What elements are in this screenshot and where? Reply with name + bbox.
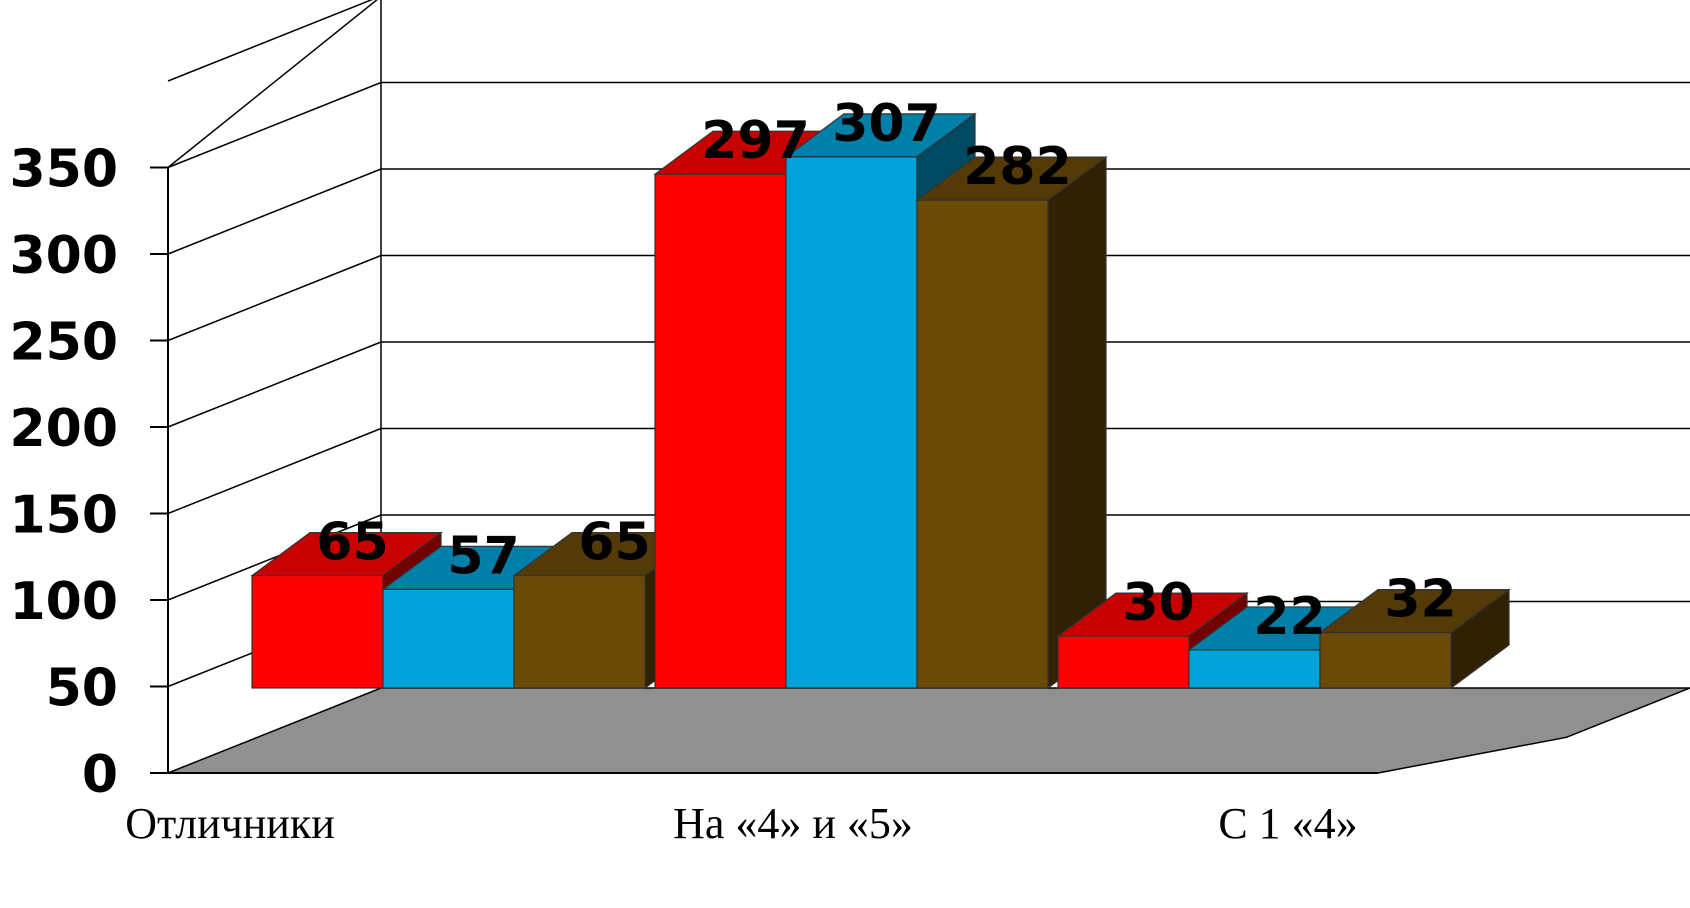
gridline-side (167, 168, 382, 255)
y-axis: 0 50 100 150 200 250 300 350 (9, 140, 169, 805)
bar-front-face (916, 199, 1049, 689)
y-tick-label: 250 (9, 313, 118, 373)
data-label: 297 (701, 111, 810, 171)
bar-front-face (1188, 649, 1321, 689)
y-tick-label: 150 (9, 486, 118, 546)
chart-floor-plane (167, 687, 1690, 774)
gridline-side (167, 254, 382, 342)
y-tick-label: 300 (9, 226, 118, 286)
bar-front-face (1057, 635, 1190, 689)
bar (1318, 588, 1511, 690)
y-tick-label: 50 (46, 659, 118, 719)
x-tick-label: Отличники (125, 799, 335, 848)
data-label: 57 (447, 526, 519, 586)
bar-front-face (513, 574, 646, 689)
bar-front-face (785, 156, 918, 689)
gridline-side (167, 0, 374, 82)
y-tick-label: 350 (9, 140, 118, 200)
y-tick-label: 200 (9, 399, 118, 459)
x-axis: Отличники На «4» и «5» С 1 «4» (125, 799, 1357, 848)
x-tick-label: На «4» и «5» (673, 799, 913, 848)
data-label: 22 (1253, 587, 1325, 647)
gridline-side (167, 514, 382, 601)
bar (915, 155, 1108, 690)
data-label: 65 (316, 513, 388, 573)
gridline-side (167, 341, 382, 428)
bar-front-face (382, 588, 515, 689)
bar-front-face (654, 173, 787, 689)
x-tick-label: С 1 «4» (1218, 799, 1357, 848)
y-tick-label: 0 (82, 745, 118, 805)
bars (250, 112, 1511, 690)
side-wall-top (167, 0, 378, 169)
data-label: 32 (1384, 570, 1456, 630)
data-label: 65 (578, 513, 650, 573)
bar-front-face (1319, 632, 1452, 689)
data-label: 30 (1122, 573, 1194, 633)
bar (1056, 591, 1249, 690)
data-label: 282 (963, 137, 1072, 197)
y-tick-label: 100 (9, 572, 118, 632)
data-labels: 65 57 65 297 307 282 30 22 32 (316, 94, 1456, 647)
data-label: 307 (832, 94, 941, 154)
gridline-side (167, 427, 382, 515)
gridline-side (167, 81, 382, 169)
bar-front-face (251, 574, 384, 689)
chart-floor (150, 687, 1690, 774)
